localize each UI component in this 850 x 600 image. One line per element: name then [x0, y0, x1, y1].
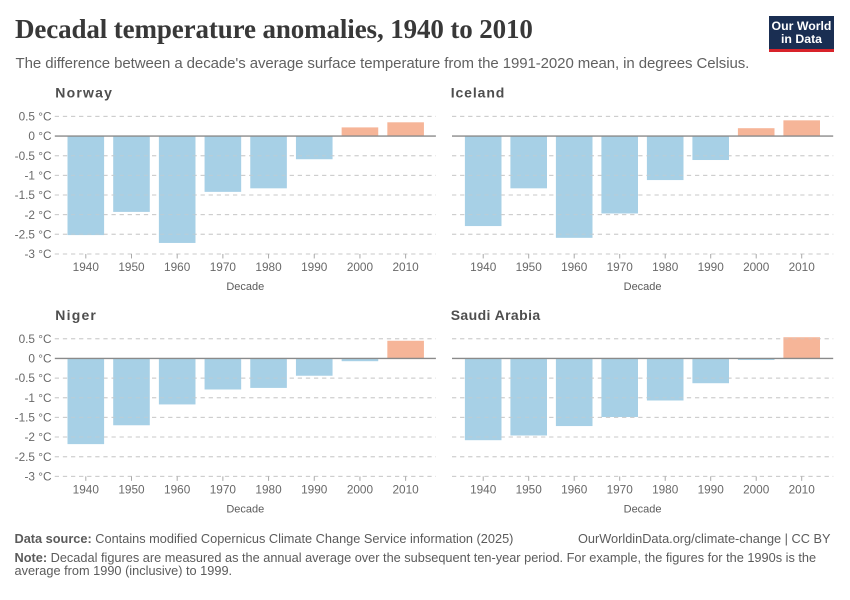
svg-text:1960: 1960	[561, 260, 588, 274]
svg-text:2010: 2010	[789, 482, 816, 496]
svg-text:-2 °C: -2 °C	[24, 208, 51, 222]
svg-text:1960: 1960	[164, 260, 191, 274]
svg-text:Decade: Decade	[226, 503, 264, 515]
svg-text:0 °C: 0 °C	[28, 352, 52, 366]
svg-text:1970: 1970	[210, 482, 237, 496]
svg-text:1940: 1940	[470, 260, 497, 274]
svg-text:Saudi Arabia: Saudi Arabia	[451, 307, 541, 323]
svg-text:1990: 1990	[698, 260, 725, 274]
svg-text:1950: 1950	[118, 482, 145, 496]
svg-text:1960: 1960	[561, 482, 588, 496]
svg-text:0.5 °C: 0.5 °C	[19, 110, 52, 124]
svg-text:2000: 2000	[347, 482, 374, 496]
svg-text:-3 °C: -3 °C	[24, 469, 51, 483]
svg-text:1970: 1970	[210, 260, 237, 274]
svg-text:-2.5 °C: -2.5 °C	[15, 227, 52, 241]
svg-text:1970: 1970	[607, 260, 634, 274]
svg-text:-1.5 °C: -1.5 °C	[15, 188, 52, 202]
svg-text:2010: 2010	[789, 260, 816, 274]
svg-text:0.5 °C: 0.5 °C	[19, 332, 52, 346]
svg-text:1990: 1990	[301, 260, 328, 274]
svg-text:Niger: Niger	[55, 307, 97, 323]
svg-text:1980: 1980	[255, 260, 282, 274]
svg-text:-0.5 °C: -0.5 °C	[15, 149, 52, 163]
svg-text:-1 °C: -1 °C	[24, 168, 51, 182]
svg-text:-3 °C: -3 °C	[24, 247, 51, 261]
svg-text:1950: 1950	[118, 260, 145, 274]
svg-text:1980: 1980	[255, 482, 282, 496]
svg-text:Iceland: Iceland	[451, 85, 506, 101]
svg-text:Norway: Norway	[55, 85, 113, 101]
svg-text:-1.5 °C: -1.5 °C	[15, 411, 52, 425]
svg-text:1980: 1980	[652, 482, 679, 496]
svg-text:1940: 1940	[73, 260, 100, 274]
svg-text:1990: 1990	[698, 482, 725, 496]
svg-text:1960: 1960	[164, 482, 191, 496]
svg-text:Decade: Decade	[624, 281, 662, 293]
svg-text:2000: 2000	[743, 260, 770, 274]
svg-text:-2.5 °C: -2.5 °C	[15, 450, 52, 464]
svg-text:2000: 2000	[347, 260, 374, 274]
svg-text:0 °C: 0 °C	[28, 129, 52, 143]
svg-text:-2 °C: -2 °C	[24, 430, 51, 444]
svg-text:Decade: Decade	[226, 281, 264, 293]
svg-text:-1 °C: -1 °C	[24, 391, 51, 405]
svg-text:1940: 1940	[73, 482, 100, 496]
svg-text:Decade: Decade	[624, 503, 662, 515]
svg-text:1990: 1990	[301, 482, 328, 496]
svg-text:1950: 1950	[516, 260, 543, 274]
svg-text:1950: 1950	[516, 482, 543, 496]
svg-text:1980: 1980	[652, 260, 679, 274]
svg-text:2000: 2000	[743, 482, 770, 496]
svg-text:-0.5 °C: -0.5 °C	[15, 371, 52, 385]
svg-text:2010: 2010	[393, 260, 420, 274]
svg-text:1940: 1940	[470, 482, 497, 496]
svg-text:2010: 2010	[393, 482, 420, 496]
svg-text:1970: 1970	[607, 482, 634, 496]
